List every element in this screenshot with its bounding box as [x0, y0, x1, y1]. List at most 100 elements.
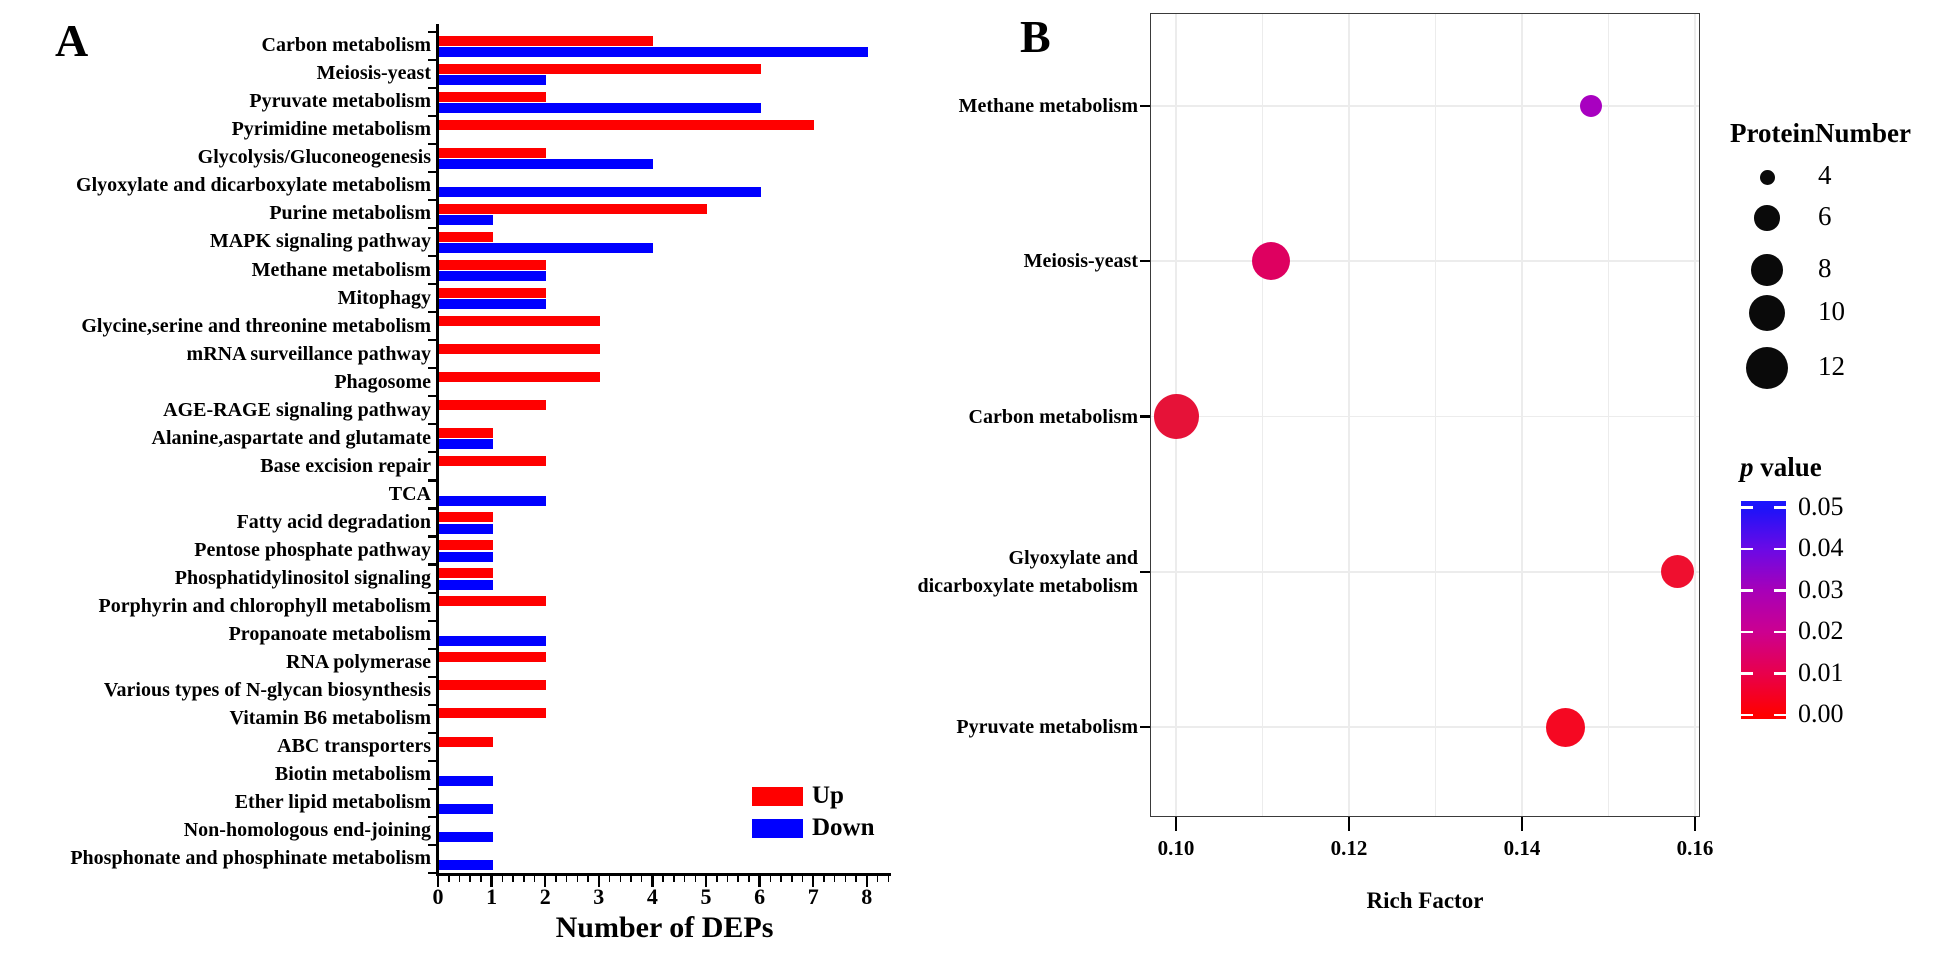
x-axis-minor-tick: [716, 875, 718, 882]
x-axis-minor-tick: [673, 875, 675, 882]
y-axis-tick: [428, 170, 438, 174]
category-label: Pyrimidine metabolism: [231, 118, 431, 141]
down-bar: [439, 803, 493, 814]
category-label: Methane metabolism: [251, 258, 431, 281]
row-label: Pyruvate metabolism: [956, 716, 1138, 738]
p-value-title-rest: value: [1753, 452, 1822, 482]
y-axis-tick: [1140, 570, 1150, 573]
x-axis-tick-label: 0: [432, 884, 444, 909]
v-gridline: [1348, 13, 1350, 817]
v-gridline: [1261, 13, 1264, 817]
colorbar-tick-label: 0.05: [1798, 491, 1844, 521]
y-axis-tick: [428, 507, 438, 510]
x-axis-minor-tick: [608, 875, 611, 882]
down-bar: [439, 243, 654, 254]
panel-b-label: B: [1020, 11, 1051, 62]
colorbar: [1741, 501, 1786, 719]
colorbar-tick: [1774, 506, 1786, 509]
up-bar: [439, 680, 547, 691]
x-axis-minor-tick: [576, 875, 579, 882]
category-label: mRNA surveillance pathway: [186, 342, 431, 365]
row-label: Carbon metabolism: [968, 405, 1138, 428]
down-bar: [439, 215, 493, 226]
x-axis-minor-tick: [694, 875, 697, 882]
x-axis-tick-label: 0.16: [1676, 836, 1714, 860]
down-bar: [439, 159, 654, 170]
up-bar: [439, 736, 493, 747]
x-axis-minor-tick: [769, 875, 772, 882]
x-axis-tick: [544, 875, 547, 887]
panel-a-bar-chart: Carbon metabolism Meiosis-yeast Pyruvate m…: [0, 0, 953, 953]
y-axis-tick: [428, 226, 438, 230]
panel-b-bubble-chart: Methane metabolism Meiosis-yeast Carbon me…: [830, 0, 1713, 953]
down-bar: [439, 46, 868, 57]
down-bar: [439, 299, 547, 310]
y-axis-tick: [428, 86, 438, 89]
x-axis-tick-label: 7: [807, 884, 819, 909]
x-axis-tick: [1347, 817, 1351, 831]
up-bar: [439, 540, 493, 551]
x-axis-minor-tick: [737, 875, 739, 882]
bubble-carbon-metabolism: [1153, 394, 1199, 439]
x-axis-tick-label: 5: [700, 884, 712, 909]
colorbar-tick-label: 0.01: [1798, 657, 1844, 687]
category-label: Mitophagy: [337, 286, 431, 309]
x-axis-minor-tick: [662, 875, 664, 882]
legend-label-up: Up: [812, 782, 844, 809]
colorbar-tick: [1741, 630, 1753, 634]
up-bar: [439, 119, 815, 130]
y-axis-tick: [428, 198, 438, 202]
x-axis-minor-tick: [823, 875, 825, 882]
x-axis: [436, 873, 891, 876]
x-axis-minor-tick: [683, 875, 686, 882]
legend-swatch-up: [752, 787, 803, 806]
x-axis-minor-tick: [630, 875, 632, 882]
category-label: Phagosome: [334, 370, 431, 393]
x-axis-tick-label: 3: [593, 884, 605, 909]
x-axis-minor-tick: [555, 875, 557, 882]
category-label: Fatty acid degradation: [236, 510, 431, 533]
up-bar: [439, 91, 547, 102]
x-axis-tick-label: 4: [646, 884, 658, 909]
x-axis-minor-tick: [876, 875, 879, 882]
category-label: Glyoxylate and dicarboxylate metabolism: [76, 174, 431, 197]
up-bar: [439, 652, 547, 663]
colorbar-tick: [1741, 713, 1753, 717]
down-bar: [439, 775, 493, 786]
y-axis-tick: [428, 591, 438, 594]
x-axis-tick-label: 8: [861, 884, 873, 909]
x-axis-tick-label: 6: [754, 884, 766, 909]
up-bar: [439, 147, 547, 158]
category-label: Biotin metabolism: [274, 763, 431, 786]
x-axis-tick: [1693, 817, 1697, 831]
size-legend-circle: [1748, 294, 1786, 332]
up-bar: [439, 315, 600, 326]
up-bar: [439, 456, 547, 467]
bubble-pyruvate-metabolism: [1545, 707, 1585, 747]
colorbar-tick: [1741, 547, 1753, 551]
category-label: Pentose phosphate pathway: [194, 538, 431, 561]
x-axis-minor-tick: [780, 875, 782, 882]
colorbar-tick: [1774, 547, 1786, 551]
x-axis-tick: [597, 875, 600, 887]
up-bar: [439, 35, 654, 46]
x-axis-minor-tick: [855, 875, 857, 882]
x-axis-tick-label: 0.12: [1330, 836, 1368, 860]
x-axis-tick: [436, 875, 440, 887]
size-legend-circle: [1759, 169, 1775, 185]
x-axis-tick-label: 1: [486, 884, 498, 909]
y-axis-tick: [428, 311, 438, 314]
category-label: Purine metabolism: [269, 202, 431, 225]
category-label: Porphyrin and chlorophyll metabolism: [98, 595, 431, 617]
category-label: Carbon metabolism: [261, 34, 431, 57]
y-axis-tick: [428, 703, 438, 706]
h-gridline: [1150, 105, 1700, 107]
down-bar: [439, 495, 547, 506]
size-legend-value: 8: [1818, 253, 1832, 283]
x-axis-tick-label: 0.14: [1503, 836, 1541, 860]
panel-b-x-axis-title: Rich Factor: [1366, 888, 1484, 913]
p-value-legend-title: p value: [1740, 452, 1822, 483]
category-label: Meiosis-yeast: [316, 62, 431, 85]
up-bar: [439, 371, 600, 382]
x-axis-tick: [1174, 817, 1178, 831]
